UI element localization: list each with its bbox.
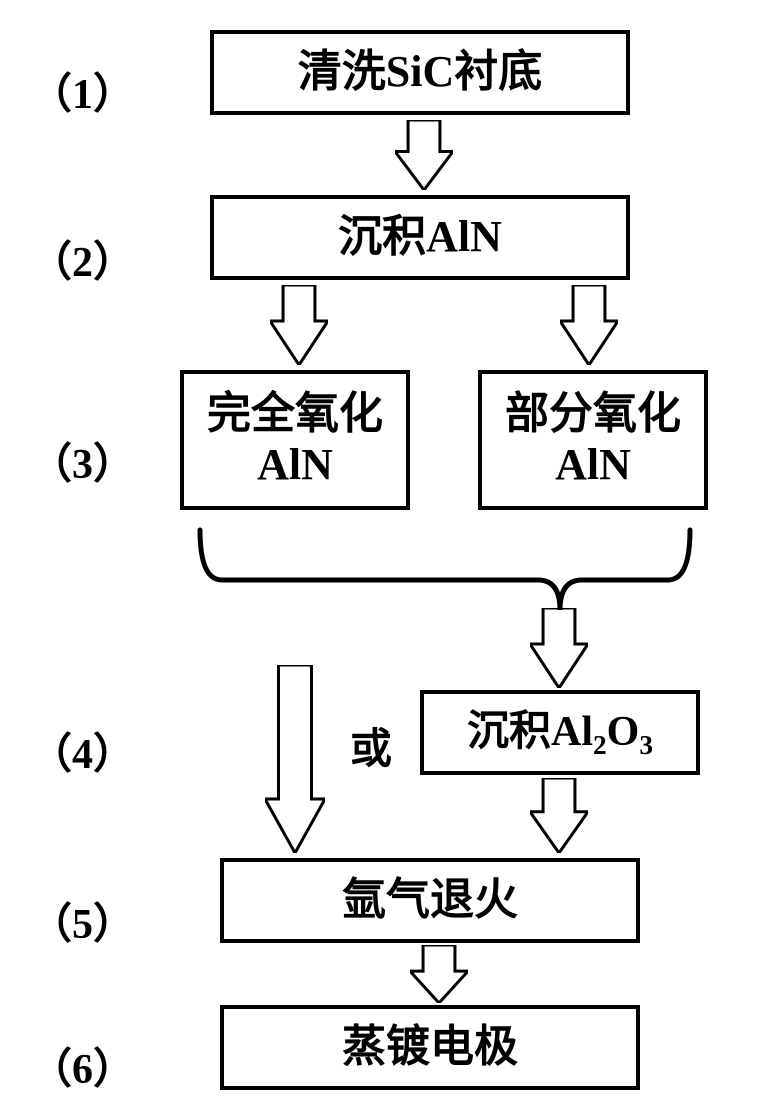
arrow-down-icon: [395, 120, 453, 190]
node-text: AlN: [257, 440, 333, 491]
flow-node-n3b: 部分氧化AlN: [478, 370, 708, 510]
merge-bracket-icon: [180, 520, 710, 620]
flow-node-n2: 沉积AlN: [210, 195, 630, 280]
arrow-down-icon: [530, 608, 588, 688]
flow-node-n1: 清洗SiC衬底: [210, 30, 630, 115]
arrow-down-icon: [410, 945, 468, 1003]
step-label: （3）: [30, 430, 135, 491]
flow-node-n3a: 完全氧化AlN: [180, 370, 410, 510]
node-text: 部分氧化: [505, 389, 681, 440]
flow-node-n4: 沉积Al2O3: [420, 690, 700, 775]
node-text: 蒸镀电极: [342, 1022, 518, 1073]
or-label: 或: [350, 715, 392, 776]
arrow-down-icon: [560, 285, 618, 365]
step-label: （5）: [30, 890, 135, 951]
step-label: （4）: [30, 720, 135, 781]
arrow-down-icon: [265, 665, 325, 853]
arrow-down-icon: [530, 778, 588, 853]
node-text: 沉积Al2O3: [467, 708, 653, 756]
step-label: （1）: [30, 60, 135, 121]
node-text: 沉积AlN: [338, 212, 502, 263]
node-text: 完全氧化: [207, 389, 383, 440]
flow-node-n6: 蒸镀电极: [220, 1005, 640, 1090]
node-text: 氩气退火: [342, 875, 518, 926]
node-text: AlN: [555, 440, 631, 491]
flowchart-canvas: （1）（2）（3）（4）（5）（6）清洗SiC衬底沉积AlN完全氧化AlN部分氧…: [0, 0, 774, 1110]
node-text: 清洗SiC衬底: [298, 47, 542, 98]
step-label: （6）: [30, 1035, 135, 1096]
flow-node-n5: 氩气退火: [220, 858, 640, 943]
step-label: （2）: [30, 228, 135, 289]
arrow-down-icon: [270, 285, 328, 365]
